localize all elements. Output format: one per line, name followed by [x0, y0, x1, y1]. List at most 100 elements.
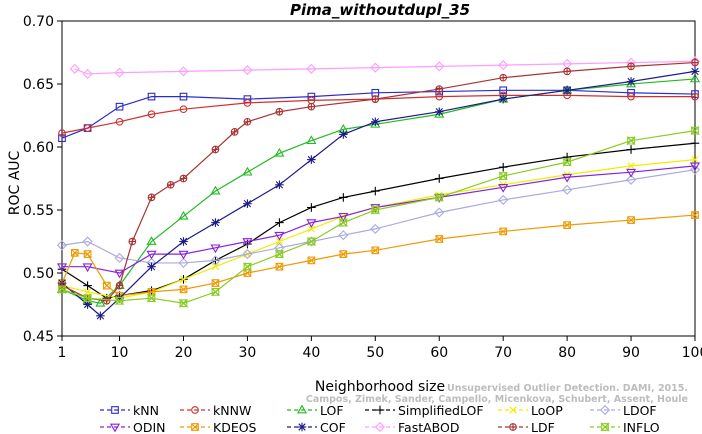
data-point-ldof — [82, 236, 93, 247]
data-point-ldf — [230, 128, 239, 136]
legend-marker-cof — [297, 422, 307, 432]
data-point-knnw — [691, 92, 699, 101]
data-point-ldf — [307, 102, 316, 111]
data-point-simplifiedlof — [626, 145, 636, 154]
data-point-fastabod — [434, 61, 445, 72]
data-point-loop — [275, 237, 284, 246]
data-point-ldf — [243, 117, 252, 126]
data-point-odin — [82, 263, 93, 273]
series-line-ldof — [61, 169, 696, 264]
legend-marker-knn — [111, 406, 119, 414]
data-point-loop — [211, 263, 220, 271]
data-point-simplifiedlof — [339, 193, 348, 202]
legend-label-odin: ODIN — [133, 420, 166, 434]
data-point-inflo — [146, 293, 157, 303]
data-point-ldof — [498, 194, 509, 205]
legend-item-odin: ODIN — [100, 420, 166, 434]
data-point-ldf — [115, 281, 124, 290]
data-point-knnw — [147, 110, 156, 119]
legend-label-simplifiedlof: SimplifiedLOF — [398, 403, 484, 418]
data-point-kdeos — [102, 281, 111, 290]
data-point-fastabod — [82, 68, 93, 79]
data-point-ldf — [179, 174, 188, 183]
data-point-knnw — [627, 92, 635, 101]
data-point-cof — [211, 218, 220, 227]
series-knnw — [58, 91, 699, 137]
x-tick-label: 90 — [622, 345, 640, 361]
data-point-ldof — [689, 164, 701, 175]
series-loop — [58, 155, 699, 302]
data-point-cof — [339, 130, 348, 139]
data-point-fastabod — [114, 67, 125, 78]
series-line-odin — [62, 165, 696, 274]
data-point-cof — [83, 300, 92, 309]
data-point-cof — [690, 67, 700, 76]
data-point-kdeos — [339, 250, 348, 258]
data-point-ldf — [102, 296, 111, 305]
legend-item-cof: COF — [287, 420, 346, 434]
data-point-simplifiedlof — [690, 138, 700, 148]
data-point-ldof — [370, 223, 381, 234]
data-point-lof — [242, 166, 253, 176]
legend-marker-inflo — [600, 422, 610, 432]
legend-item-fastabod: FastABOD — [365, 420, 460, 434]
data-point-odin — [210, 244, 221, 254]
data-point-knnw — [83, 124, 92, 132]
data-point-odin — [56, 263, 68, 273]
data-point-kdeos — [691, 211, 699, 219]
x-axis-label: Neighborhood size — [315, 379, 445, 395]
data-point-cof — [434, 107, 444, 117]
data-point-lof — [306, 135, 317, 145]
data-point-knn — [179, 92, 188, 101]
data-point-inflo — [690, 125, 700, 136]
x-tick-label: 1 — [58, 345, 67, 361]
series-line-kdeos — [61, 214, 696, 297]
legend-marker-loop — [509, 406, 517, 414]
x-tick-label: 20 — [175, 345, 193, 361]
legend-marker-odin — [109, 423, 121, 433]
series-kdeos — [58, 211, 699, 300]
data-point-loop — [627, 162, 635, 170]
data-point-loop — [307, 225, 316, 233]
data-point-knnw — [435, 92, 444, 101]
data-point-cof — [307, 155, 316, 164]
legend-label-fastabod: FastABOD — [398, 420, 460, 434]
data-point-knnw — [115, 117, 124, 126]
data-point-ldf — [147, 193, 156, 202]
data-point-odin — [306, 219, 317, 228]
legend-label-loop: LoOP — [531, 403, 563, 418]
data-point-kdeos — [179, 285, 188, 294]
data-point-ldf — [128, 237, 137, 246]
data-point-odin — [242, 238, 253, 247]
data-point-ldf — [563, 67, 571, 76]
data-point-lof — [146, 236, 157, 245]
data-point-loop — [83, 288, 92, 296]
legend-marker-ldf — [509, 423, 517, 431]
data-point-kdeos — [435, 235, 444, 243]
data-point-knn — [147, 92, 156, 101]
data-point-fastabod — [242, 65, 253, 76]
series-fastabod — [69, 56, 701, 79]
chart-title: Pima_withoutdupl_35 — [290, 1, 470, 19]
legend-label-knnw: kNNW — [213, 403, 251, 418]
data-point-cof — [562, 86, 572, 95]
data-point-cof — [147, 262, 156, 271]
watermark: Unsupervised Outlier Detection. DAMI, 20… — [306, 383, 688, 405]
legend-item-lof: LOF — [287, 403, 344, 418]
x-tick-label: 40 — [302, 345, 320, 361]
data-point-lof — [178, 210, 189, 220]
data-point-ldof — [338, 230, 349, 241]
series-odin — [56, 162, 701, 279]
series-line-inflo — [61, 130, 696, 304]
x-tick-label: 80 — [558, 345, 576, 361]
legend-marker-lof — [296, 404, 308, 414]
series-simplifiedlof — [57, 138, 700, 303]
data-point-ldf — [166, 180, 175, 189]
series-line-loop — [61, 159, 696, 299]
data-point-ldof — [178, 257, 189, 268]
data-point-fastabod — [69, 63, 80, 74]
data-point-lof — [210, 185, 221, 195]
data-point-inflo — [434, 192, 444, 203]
y-axis-label: ROC AUC — [7, 150, 23, 215]
